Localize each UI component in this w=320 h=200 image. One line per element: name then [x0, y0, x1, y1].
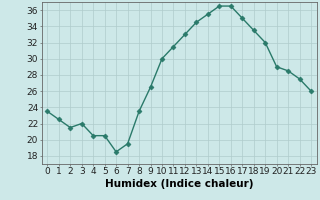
X-axis label: Humidex (Indice chaleur): Humidex (Indice chaleur) — [105, 179, 253, 189]
